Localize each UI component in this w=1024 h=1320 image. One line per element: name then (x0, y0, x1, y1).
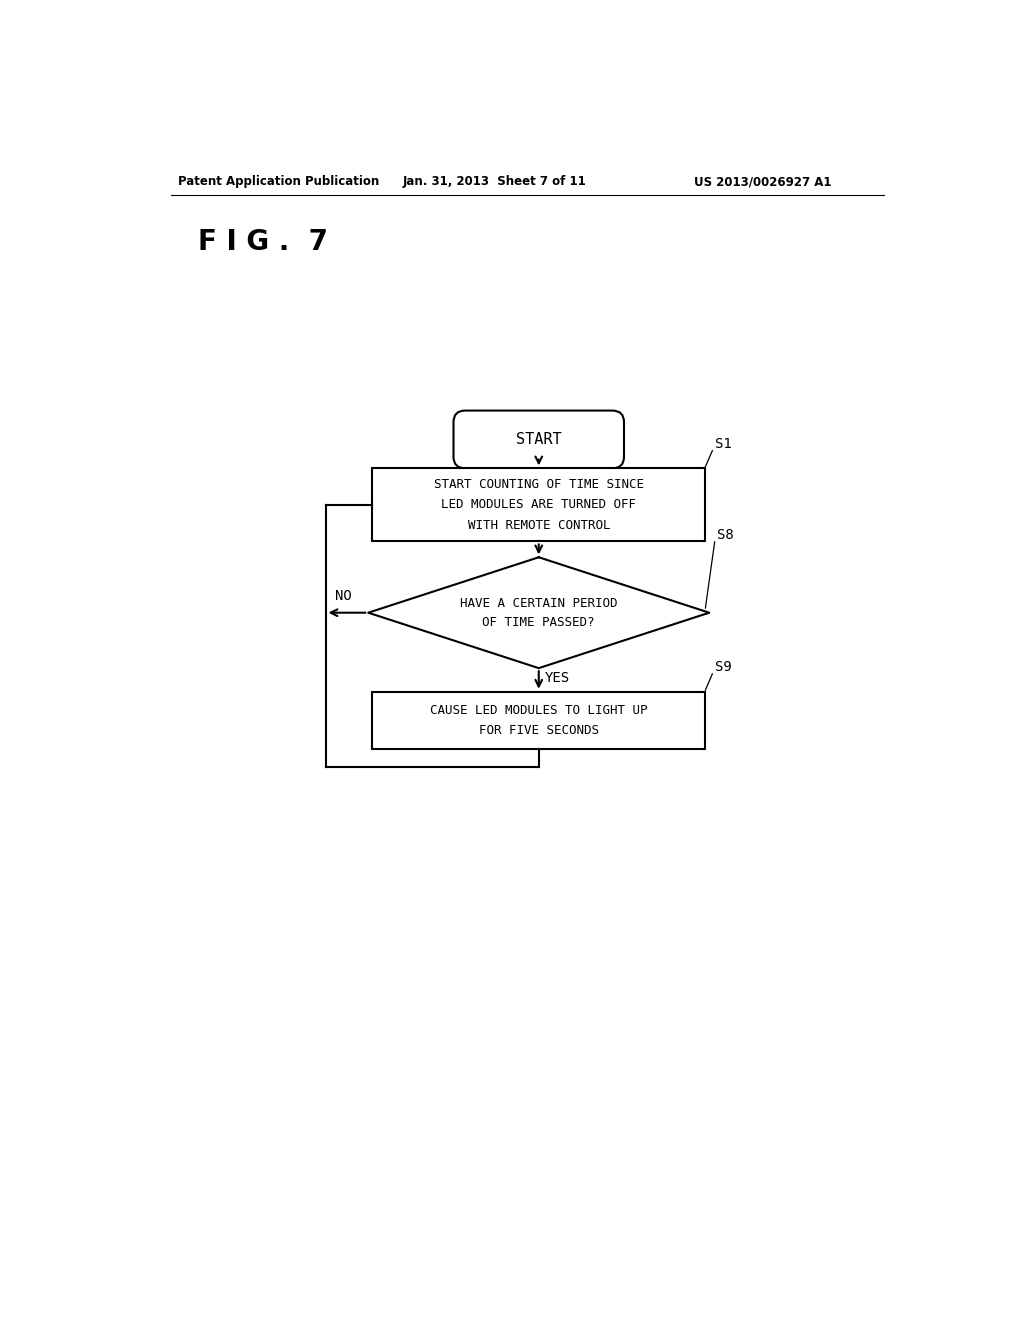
Text: START: START (516, 432, 561, 447)
Text: US 2013/0026927 A1: US 2013/0026927 A1 (693, 176, 831, 189)
Text: Jan. 31, 2013  Sheet 7 of 11: Jan. 31, 2013 Sheet 7 of 11 (403, 176, 587, 189)
Text: S8: S8 (717, 528, 734, 543)
Text: YES: YES (545, 671, 570, 685)
Text: S1: S1 (715, 437, 731, 450)
Text: F I G .  7: F I G . 7 (198, 227, 328, 256)
Text: CAUSE LED MODULES TO LIGHT UP: CAUSE LED MODULES TO LIGHT UP (430, 704, 647, 717)
FancyBboxPatch shape (372, 692, 706, 750)
Text: Patent Application Publication: Patent Application Publication (178, 176, 380, 189)
Text: S9: S9 (715, 660, 731, 675)
FancyBboxPatch shape (454, 411, 624, 469)
Text: WITH REMOTE CONTROL: WITH REMOTE CONTROL (468, 519, 610, 532)
Text: LED MODULES ARE TURNED OFF: LED MODULES ARE TURNED OFF (441, 499, 636, 511)
Text: START COUNTING OF TIME SINCE: START COUNTING OF TIME SINCE (434, 478, 644, 491)
Text: OF TIME PASSED?: OF TIME PASSED? (482, 616, 595, 628)
Text: FOR FIVE SECONDS: FOR FIVE SECONDS (479, 725, 599, 738)
Text: HAVE A CERTAIN PERIOD: HAVE A CERTAIN PERIOD (460, 597, 617, 610)
FancyBboxPatch shape (372, 469, 706, 541)
Text: NO: NO (335, 590, 351, 603)
